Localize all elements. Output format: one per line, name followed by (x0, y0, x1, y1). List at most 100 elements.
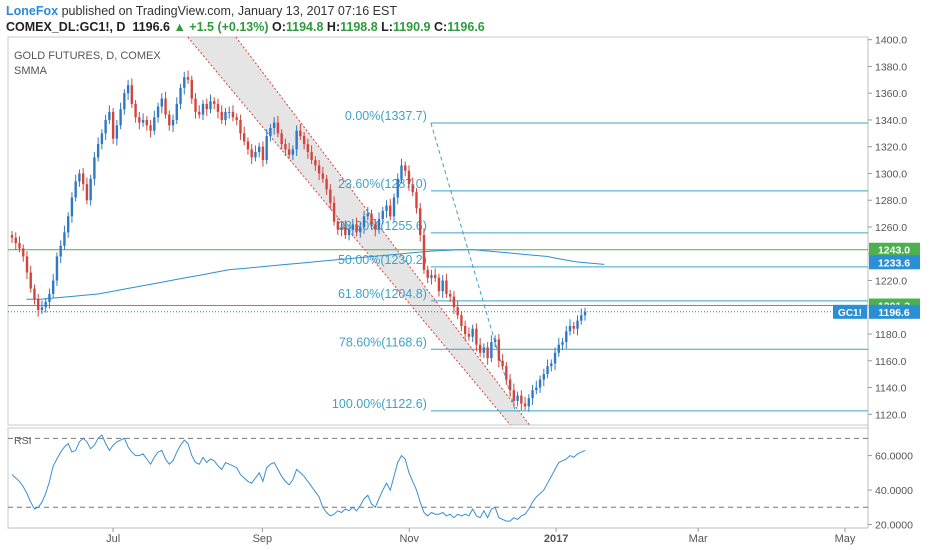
candle[interactable] (347, 225, 351, 241)
candle[interactable] (370, 209, 373, 230)
candle[interactable] (452, 291, 456, 314)
candle[interactable] (33, 284, 36, 305)
candle[interactable] (520, 390, 523, 411)
candle[interactable] (512, 383, 516, 405)
candle[interactable] (66, 212, 70, 238)
candle[interactable] (516, 391, 519, 407)
rsi-pane[interactable] (7, 427, 869, 529)
candle[interactable] (531, 384, 534, 405)
candle[interactable] (149, 119, 152, 138)
candle[interactable] (85, 177, 89, 205)
candle[interactable] (89, 174, 92, 206)
author-link[interactable]: LoneFox (6, 4, 59, 18)
candle[interactable] (164, 91, 167, 119)
candle[interactable] (340, 221, 343, 237)
candle[interactable] (362, 210, 366, 234)
candle[interactable] (565, 325, 568, 349)
candle[interactable] (111, 107, 115, 145)
candle[interactable] (336, 217, 340, 236)
candle[interactable] (145, 115, 149, 131)
candle[interactable] (583, 307, 587, 321)
candle[interactable] (246, 137, 250, 155)
candle[interactable] (194, 93, 197, 119)
candle[interactable] (460, 311, 463, 332)
candle[interactable] (546, 359, 549, 379)
candle[interactable] (186, 70, 190, 84)
candle[interactable] (557, 338, 560, 357)
candle[interactable] (456, 300, 459, 320)
candle[interactable] (407, 165, 411, 191)
candle[interactable] (433, 268, 437, 282)
candle[interactable] (317, 160, 321, 181)
candle[interactable] (29, 265, 32, 293)
candle[interactable] (314, 156, 317, 171)
candle[interactable] (183, 71, 186, 95)
candle[interactable] (448, 289, 452, 302)
candle[interactable] (329, 184, 332, 210)
candle[interactable] (497, 334, 501, 368)
candle[interactable] (205, 98, 208, 116)
candle[interactable] (385, 200, 388, 218)
candle[interactable] (580, 308, 583, 325)
candle[interactable] (235, 113, 238, 126)
candle[interactable] (419, 202, 422, 242)
candle[interactable] (291, 145, 295, 161)
fib-trend-line[interactable] (430, 122, 516, 411)
candle[interactable] (400, 158, 403, 183)
candle[interactable] (478, 338, 482, 357)
candle[interactable] (437, 273, 441, 297)
candle[interactable] (261, 141, 265, 167)
candle[interactable] (40, 300, 44, 314)
candle[interactable] (44, 297, 47, 313)
candle[interactable] (422, 228, 426, 274)
candle[interactable] (392, 193, 396, 222)
candle[interactable] (576, 315, 579, 336)
smma-line[interactable] (26, 249, 605, 300)
candle[interactable] (272, 117, 276, 135)
candle[interactable] (201, 99, 205, 120)
candle[interactable] (381, 206, 384, 225)
candle[interactable] (527, 394, 531, 412)
candle[interactable] (445, 273, 448, 298)
candle[interactable] (490, 335, 493, 363)
candle[interactable] (535, 380, 538, 395)
candle[interactable] (561, 338, 564, 351)
candle[interactable] (93, 152, 96, 186)
candle[interactable] (123, 89, 126, 115)
candle[interactable] (344, 220, 347, 240)
candle[interactable] (321, 166, 325, 183)
symbol-label[interactable]: COMEX_DL:GC1!, D (6, 20, 126, 34)
candle[interactable] (284, 138, 287, 157)
candle[interactable] (374, 218, 377, 237)
candle[interactable] (542, 368, 546, 387)
candle[interactable] (168, 110, 171, 131)
candle[interactable] (10, 231, 14, 244)
candle[interactable] (377, 212, 381, 234)
candle[interactable] (299, 123, 302, 141)
candle[interactable] (104, 114, 107, 141)
candle[interactable] (396, 173, 399, 205)
candle[interactable] (231, 105, 235, 122)
candle[interactable] (568, 319, 572, 336)
candle[interactable] (198, 105, 201, 119)
candle[interactable] (115, 119, 119, 146)
candle[interactable] (51, 273, 55, 298)
candle[interactable] (119, 102, 122, 130)
candle[interactable] (220, 105, 223, 124)
candle[interactable] (404, 161, 407, 177)
candle[interactable] (96, 137, 100, 162)
candle[interactable] (508, 374, 512, 397)
candle[interactable] (550, 359, 553, 372)
candle[interactable] (175, 97, 178, 124)
candle[interactable] (224, 107, 227, 126)
rsi-line[interactable] (11, 434, 586, 522)
candle[interactable] (475, 323, 478, 352)
candle[interactable] (486, 342, 489, 365)
price-pane[interactable] (7, 36, 869, 426)
candle[interactable] (239, 114, 242, 141)
candle[interactable] (265, 129, 268, 165)
candle[interactable] (78, 169, 81, 187)
candle[interactable] (70, 192, 74, 223)
candle[interactable] (179, 83, 182, 110)
